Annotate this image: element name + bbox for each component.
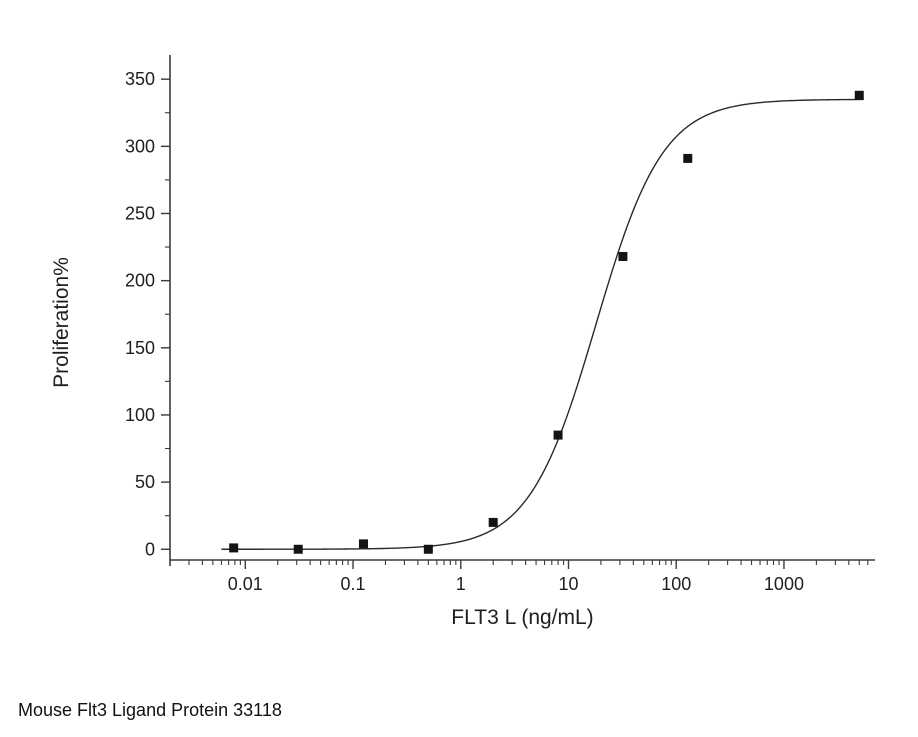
data-point: [618, 251, 628, 261]
y-tick-label: 200: [125, 271, 155, 291]
x-tick-label: 10: [558, 574, 578, 594]
y-tick-label: 350: [125, 69, 155, 89]
data-point: [854, 90, 864, 100]
data-point: [293, 544, 303, 554]
y-tick-label: 300: [125, 136, 155, 156]
fit-curve: [221, 98, 864, 550]
data-point: [423, 544, 433, 554]
chart-canvas: 0 50 100 150 200 250 300 350 0.01 0.1 1 10 100 1000 FL…: [50, 55, 875, 629]
data-point: [229, 543, 239, 553]
figure-caption: Mouse Flt3 Ligand Protein 33118: [18, 700, 282, 720]
x-axis-title: FLT3 L (ng/mL): [451, 606, 593, 629]
dose-response-chart: 0 50 100 150 200 250 300 350 0.01 0.1 1 10 100 1000 FL…: [50, 55, 875, 629]
data-point: [683, 153, 693, 163]
data-point: [358, 539, 368, 549]
y-tick-label: 50: [135, 472, 155, 492]
y-tick-label: 250: [125, 203, 155, 223]
x-tick-label: 100: [661, 574, 691, 594]
y-axis-title: Proliferation%: [50, 257, 73, 388]
x-tick-label: 0.01: [228, 574, 263, 594]
y-tick-label: 100: [125, 405, 155, 425]
y-tick-label: 150: [125, 338, 155, 358]
x-tick-label: 1: [456, 574, 466, 594]
x-tick-label: 0.1: [341, 574, 366, 594]
y-tick-label: 0: [145, 539, 155, 559]
x-tick-label: 1000: [764, 574, 804, 594]
data-point: [488, 517, 498, 527]
data-point: [553, 430, 563, 440]
